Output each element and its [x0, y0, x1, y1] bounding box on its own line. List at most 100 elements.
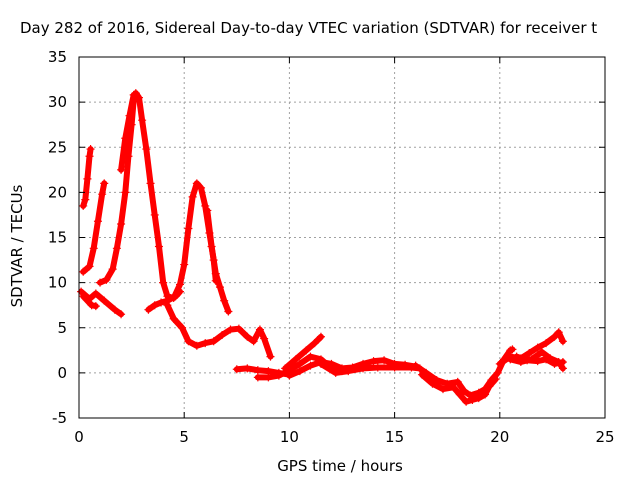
data-point	[91, 289, 100, 298]
data-point	[150, 301, 159, 310]
data-point	[203, 206, 212, 215]
grid	[79, 57, 605, 418]
data-point	[207, 242, 216, 251]
series-1	[79, 179, 109, 276]
data-point	[188, 192, 197, 201]
data-point	[150, 210, 159, 219]
data-point	[93, 217, 102, 226]
series-trace	[97, 90, 219, 301]
data-point	[215, 283, 224, 292]
data-point	[266, 352, 275, 361]
data-point	[175, 287, 184, 296]
data-point	[142, 145, 151, 154]
data-point	[209, 337, 218, 346]
data-point	[550, 359, 559, 368]
series-5	[117, 90, 138, 174]
data-point	[533, 357, 542, 366]
data-point	[87, 301, 96, 310]
data-point	[184, 337, 193, 346]
series-8	[163, 301, 275, 361]
y-tick-label: 10	[48, 274, 67, 292]
data-point	[344, 367, 353, 376]
data-point	[390, 363, 399, 372]
data-point	[98, 190, 107, 199]
data-point	[85, 262, 94, 271]
data-point	[211, 269, 220, 278]
data-point	[79, 201, 88, 210]
data-point	[525, 349, 534, 358]
axis-ticks: 0 5 10 15 20 25 -5 0 5 10 15 20 25 30 35	[48, 48, 615, 446]
data-point	[175, 280, 184, 289]
data-point	[449, 383, 458, 392]
data-point	[117, 165, 126, 174]
data-point	[171, 292, 180, 301]
y-tick-label: 0	[57, 364, 67, 382]
data-point	[79, 267, 88, 276]
data-point	[359, 364, 368, 373]
data-point	[285, 371, 294, 380]
series-trace	[164, 302, 274, 360]
data-point	[253, 373, 262, 382]
data-point	[138, 116, 147, 125]
data-point	[281, 364, 290, 373]
data-point	[537, 348, 546, 357]
data-point	[512, 352, 521, 361]
data-point	[192, 179, 201, 188]
data-point	[380, 356, 389, 365]
data-point	[184, 224, 193, 233]
x-tick-label: 10	[280, 428, 299, 446]
data-point	[264, 373, 273, 382]
data-point	[310, 339, 319, 348]
data-point	[83, 174, 92, 183]
data-point	[306, 352, 315, 361]
data-point	[474, 394, 483, 403]
data-point	[295, 359, 304, 368]
data-point	[112, 244, 121, 253]
y-tick-label: 5	[57, 319, 67, 337]
data-point	[110, 305, 119, 314]
series-15	[417, 370, 500, 406]
data-point	[455, 390, 464, 399]
data-point	[468, 395, 477, 404]
data-point	[411, 361, 420, 370]
data-point	[226, 325, 235, 334]
data-point	[460, 386, 469, 395]
data-point	[81, 195, 90, 204]
data-point	[369, 357, 378, 366]
data-point	[192, 341, 201, 350]
data-point	[274, 371, 283, 380]
y-tick-label: 15	[48, 229, 67, 247]
data-point	[201, 339, 210, 348]
data-point	[249, 337, 258, 346]
data-point	[558, 337, 567, 346]
data-point	[197, 183, 206, 192]
data-point	[218, 330, 227, 339]
data-point	[108, 265, 117, 274]
series-trace	[204, 207, 232, 315]
x-tick-label: 15	[385, 428, 404, 446]
data-point	[550, 332, 559, 341]
data-point	[462, 397, 471, 406]
data-point	[327, 359, 336, 368]
data-point	[146, 179, 155, 188]
data-point	[117, 219, 126, 228]
data-point	[100, 296, 109, 305]
y-tick-label: 35	[48, 48, 67, 66]
data-point	[89, 244, 98, 253]
data-point	[100, 179, 109, 188]
data-point	[121, 134, 130, 143]
series-2	[77, 287, 126, 319]
data-point	[96, 278, 105, 287]
data-point	[558, 358, 567, 367]
data-point	[117, 310, 126, 319]
data-point	[508, 345, 517, 354]
data-point	[331, 368, 340, 377]
data-point	[220, 296, 229, 305]
data-point	[495, 359, 504, 368]
y-tick-label: 30	[48, 93, 67, 111]
data-point	[180, 260, 189, 269]
data-point	[316, 332, 325, 341]
y-axis-label: SDTVAR / TECUs	[8, 184, 26, 307]
y-tick-label: 20	[48, 183, 67, 201]
